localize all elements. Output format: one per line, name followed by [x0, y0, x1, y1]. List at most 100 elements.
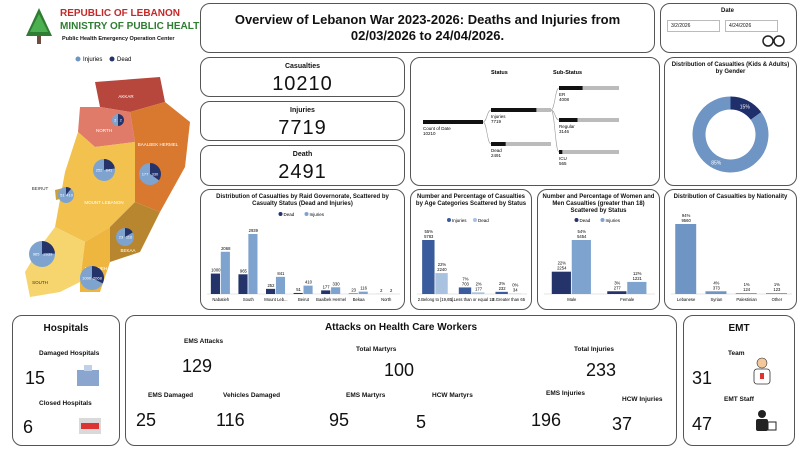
pie-label: 2 — [114, 118, 117, 123]
data-label: 330 — [333, 281, 341, 286]
date-from[interactable]: 3/2/2026 — [667, 20, 720, 32]
legend-swatch — [304, 212, 309, 216]
pie-slice[interactable] — [111, 114, 118, 126]
data-label: 124 — [743, 287, 751, 292]
data-label: 123 — [773, 287, 781, 292]
bar[interactable] — [495, 291, 508, 294]
slider-handles[interactable] — [761, 34, 787, 48]
section-title: Hospitals — [43, 323, 89, 334]
tree-bar[interactable] — [491, 142, 506, 146]
data-label: 23 — [351, 288, 356, 293]
tree-header: Sub-Status — [553, 70, 582, 76]
region[interactable] — [110, 202, 160, 262]
stat-label: Vehicles Damaged — [223, 392, 281, 399]
pie-slice[interactable] — [42, 241, 55, 254]
bar[interactable] — [735, 293, 757, 294]
region[interactable] — [130, 102, 190, 212]
stat-value: 233 — [586, 360, 617, 380]
bar[interactable] — [472, 292, 485, 294]
stat-value: 31 — [692, 368, 713, 388]
data-label: 703 — [462, 281, 470, 286]
bar[interactable] — [248, 234, 258, 294]
connector — [482, 121, 492, 145]
tree-bar[interactable] — [491, 108, 537, 112]
chart-title: Distribution of Casualties by Nationalit… — [673, 194, 788, 200]
logo-line: REPUBLIC OF LEBANON — [60, 8, 180, 19]
tree-value: 2491 — [491, 153, 502, 158]
pie-slice[interactable] — [116, 228, 134, 246]
bar[interactable] — [551, 271, 571, 294]
data-label: 252 — [267, 283, 275, 288]
connector — [550, 109, 560, 121]
bar[interactable] — [607, 291, 627, 294]
section-title: EMT — [728, 323, 750, 334]
stat-value: 129 — [182, 356, 213, 376]
data-label: 1000 — [211, 268, 221, 273]
pie-slice[interactable] — [58, 187, 75, 203]
pie-slice[interactable] — [150, 163, 161, 181]
bar[interactable] — [210, 273, 220, 294]
donut-slice[interactable] — [730, 96, 762, 120]
region[interactable] — [25, 227, 85, 297]
bar[interactable] — [303, 285, 313, 294]
data-label: 51 — [296, 287, 301, 292]
pie-label: 23 — [119, 235, 124, 240]
pie-slice[interactable] — [139, 163, 159, 185]
bar[interactable] — [331, 287, 341, 294]
percent-label: 0% — [512, 283, 518, 288]
tree-bar[interactable] — [559, 118, 578, 122]
chart-card: Distribution of Casualties by Raid Gover… — [200, 189, 405, 310]
bar[interactable] — [765, 293, 787, 294]
bar[interactable] — [422, 240, 435, 294]
bar[interactable] — [705, 291, 727, 294]
bar[interactable] — [675, 224, 697, 294]
pie-slice[interactable] — [92, 266, 104, 284]
region[interactable] — [95, 77, 165, 112]
bar[interactable] — [275, 276, 286, 294]
bar[interactable] — [358, 291, 368, 294]
data-label: 965 — [240, 268, 248, 273]
tree-value: 3146 — [559, 129, 570, 134]
chart-card: Number and Percentage of Casualties by A… — [410, 189, 532, 310]
region[interactable] — [55, 132, 135, 242]
pie-slice[interactable] — [125, 228, 133, 237]
pie-slice[interactable] — [28, 241, 55, 267]
stat-label: EMS Damaged — [148, 392, 194, 399]
date-slicer[interactable]: Date 3/2/2026 4/24/2026 — [660, 3, 797, 53]
pie-label: 252 — [96, 168, 103, 173]
pie-slice[interactable] — [92, 159, 115, 181]
stat-label: EMT Staff — [724, 396, 754, 403]
chart-card: Distribution of Casualties (Kids & Adult… — [664, 57, 797, 186]
bar[interactable] — [571, 240, 591, 294]
pie-slice[interactable] — [79, 266, 103, 291]
pie-label: 1000 — [82, 276, 92, 281]
stat-value: 47 — [692, 414, 713, 434]
logo-cedar — [26, 8, 52, 44]
bar[interactable] — [238, 274, 248, 294]
percent-label: 1% — [744, 282, 750, 287]
x-tick-label: Mount Leb... — [264, 297, 287, 302]
bar[interactable] — [321, 290, 331, 294]
pie-slice[interactable] — [118, 114, 124, 126]
kpi-label: Death — [292, 151, 313, 158]
date-to[interactable]: 4/24/2026 — [725, 20, 778, 32]
bar[interactable] — [266, 288, 276, 294]
kpi-card: Injuries 7719 — [200, 101, 405, 141]
stat-value: 37 — [612, 414, 633, 434]
bar[interactable] — [293, 292, 303, 294]
pie-label: 2068 — [93, 276, 103, 281]
bar[interactable] — [627, 281, 647, 294]
percent-label: 4% — [713, 280, 719, 285]
percent-label: 22% — [438, 262, 447, 267]
tree-bar[interactable] — [423, 120, 483, 124]
pie-slice[interactable] — [104, 159, 115, 170]
bar[interactable] — [220, 251, 230, 294]
bar[interactable] — [435, 273, 448, 294]
donut-slice[interactable] — [692, 96, 769, 173]
tree-bar[interactable] — [559, 86, 583, 90]
pie-label: 116 — [126, 235, 133, 240]
pie-slice[interactable] — [66, 187, 72, 195]
bar[interactable] — [458, 287, 472, 294]
x-tick-label: Baalbek Hermel — [316, 297, 346, 302]
tree-bar[interactable] — [559, 150, 563, 154]
